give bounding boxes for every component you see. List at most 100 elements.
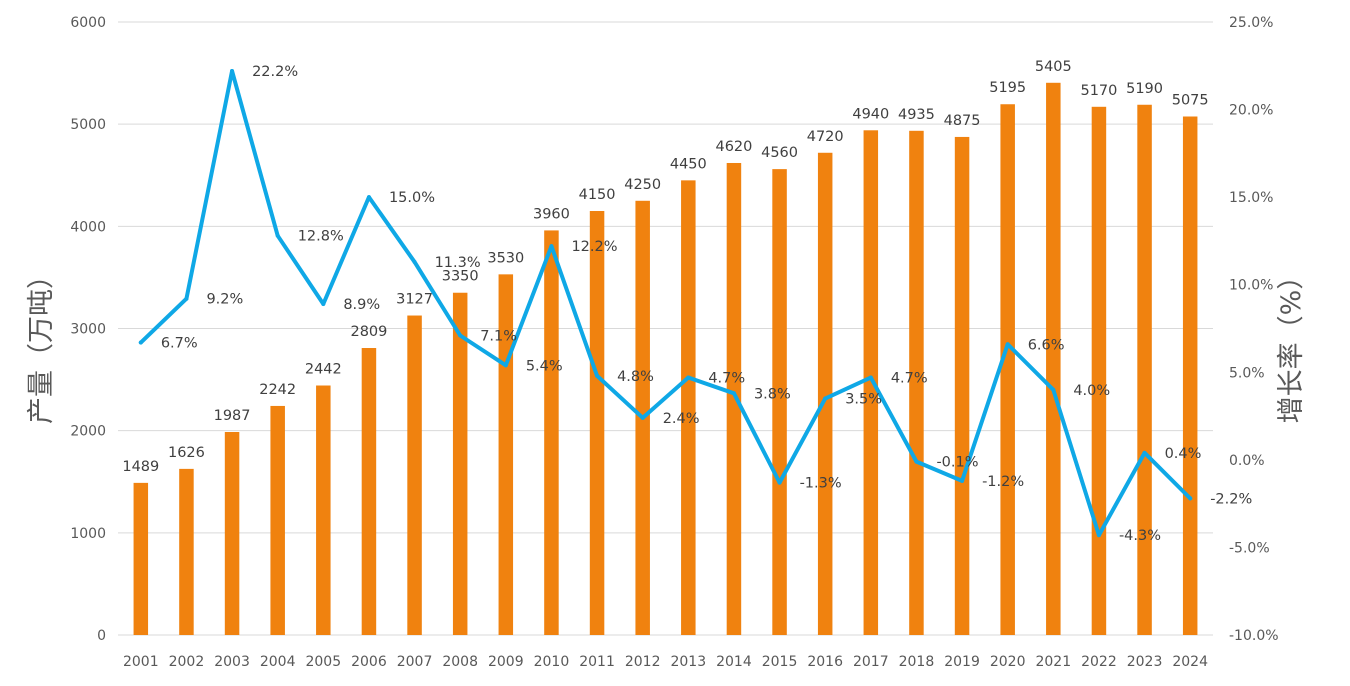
- x-tick-label: 2003: [214, 654, 250, 670]
- left-tick-label: 6000: [70, 15, 106, 31]
- growth-rate-point: [1096, 533, 1101, 538]
- x-tick-label: 2004: [260, 654, 296, 670]
- growth-rate-point: [868, 375, 873, 380]
- x-tick-label: 2012: [625, 654, 661, 670]
- growth-rate-point: [138, 340, 143, 345]
- bar-value-label: 3350: [442, 269, 479, 285]
- growth-rate-label: 12.2%: [571, 239, 617, 255]
- bar-value-label: 1489: [122, 459, 159, 475]
- right-tick-label: 25.0%: [1229, 15, 1273, 31]
- x-tick-label: 2005: [305, 654, 341, 670]
- x-tick-label: 2018: [899, 654, 935, 670]
- x-tick-label: 2016: [807, 654, 843, 670]
- bar-value-label: 3960: [533, 206, 570, 222]
- growth-rate-label: -4.3%: [1119, 528, 1161, 544]
- right-tick-label: -5.0%: [1229, 540, 1270, 556]
- x-tick-label: 2017: [853, 654, 889, 670]
- growth-rate-point: [275, 233, 280, 238]
- growth-rate-polyline: [138, 69, 1193, 538]
- growth-rate-point: [230, 69, 235, 74]
- production-bar: [544, 230, 559, 636]
- bar-value-label: 4450: [670, 156, 707, 172]
- bar-value-label: 2809: [350, 324, 387, 340]
- growth-rate-point: [321, 301, 326, 306]
- bar-value-label: 1987: [214, 408, 251, 424]
- bar-value-label: 4150: [579, 187, 616, 203]
- growth-rate-label: 3.5%: [845, 392, 882, 408]
- growth-rate-label: 9.2%: [206, 292, 243, 308]
- line-data-labels: 6.7% 9.2% 22.2% 12.8% 8.9% 15.0% 11.3% 7.1% 5.4%…: [161, 64, 1252, 544]
- left-tick-label: 3000: [70, 322, 106, 338]
- growth-rate-label: 7.1%: [480, 329, 517, 345]
- growth-rate-point: [549, 244, 554, 249]
- growth-rate-label: 11.3%: [435, 255, 481, 271]
- growth-rate-point: [777, 480, 782, 485]
- left-tick-label: 4000: [70, 219, 106, 235]
- production-bar: [316, 385, 331, 635]
- production-bar: [589, 211, 605, 635]
- bar-value-label: 4935: [898, 107, 935, 123]
- growth-rate-label: 4.8%: [617, 369, 654, 385]
- bar-value-label: 2442: [305, 362, 342, 378]
- production-bar: [817, 152, 833, 636]
- bar-value-label: 4250: [624, 177, 661, 193]
- x-tick-label: 2014: [716, 654, 752, 670]
- growth-rate-label: 8.9%: [343, 297, 380, 313]
- growth-rate-point: [1051, 387, 1056, 392]
- bar-value-label: 5195: [989, 80, 1026, 96]
- production-bar: [133, 482, 149, 635]
- x-tick-label: 2024: [1172, 654, 1208, 670]
- production-bar: [452, 292, 468, 635]
- bar-value-label: 2242: [259, 382, 296, 398]
- x-tick-label: 2002: [169, 654, 205, 670]
- growth-rate-line: [138, 69, 1193, 538]
- bar-value-label: 4560: [761, 145, 798, 161]
- bar-value-label: 5405: [1035, 59, 1072, 75]
- production-bar: [1091, 106, 1107, 635]
- growth-rate-point: [458, 333, 463, 338]
- left-tick-label: 5000: [70, 117, 106, 133]
- growth-rate-label: 4.0%: [1073, 383, 1110, 399]
- growth-rate-point: [731, 391, 736, 396]
- bar-value-label: 4620: [715, 139, 752, 155]
- bar-value-label: 3530: [487, 250, 524, 266]
- production-bar: [361, 348, 377, 635]
- bar-value-label: 5170: [1080, 83, 1117, 99]
- growth-rate-point: [823, 396, 828, 401]
- bar-value-label: 3127: [396, 292, 433, 308]
- growth-rate-point: [960, 478, 965, 483]
- production-bar: [1046, 82, 1061, 635]
- right-axis-ticks: -10.0% -5.0% 0.0% 5.0% 10.0% 15.0% 20.0% 25.0%: [1229, 15, 1279, 644]
- x-tick-label: 2006: [351, 654, 387, 670]
- growth-rate-point: [1142, 450, 1147, 455]
- growth-rate-point: [914, 459, 919, 464]
- left-tick-label: 2000: [70, 424, 106, 440]
- left-axis-ticks: 0 1000 2000 3000 4000 5000 6000: [70, 15, 106, 644]
- growth-rate-label: 15.0%: [389, 190, 435, 206]
- growth-rate-point: [1005, 342, 1010, 347]
- production-bar: [407, 315, 422, 635]
- production-bar: [1000, 104, 1015, 636]
- x-tick-label: 2019: [944, 654, 980, 670]
- growth-rate-label: 4.7%: [708, 371, 745, 387]
- production-bar: [179, 468, 194, 635]
- growth-rate-label: -2.2%: [1210, 491, 1252, 507]
- left-tick-label: 1000: [70, 526, 106, 542]
- gridlines: [118, 21, 1213, 636]
- growth-rate-label: 6.7%: [161, 336, 198, 352]
- x-tick-label: 2021: [1035, 654, 1071, 670]
- growth-rate-label: 2.4%: [663, 411, 700, 427]
- growth-rate-point: [595, 373, 600, 378]
- left-tick-label: 0: [97, 628, 106, 644]
- growth-rate-label: 4.7%: [891, 371, 928, 387]
- growth-rate-point: [366, 195, 371, 200]
- x-tick-label: 2008: [442, 654, 478, 670]
- x-tick-label: 2020: [990, 654, 1026, 670]
- growth-rate-label: 5.4%: [526, 358, 563, 374]
- production-bar: [772, 169, 787, 635]
- right-tick-label: 5.0%: [1229, 365, 1265, 381]
- growth-rate-label: 3.8%: [754, 386, 791, 402]
- growth-rate-point: [503, 363, 508, 368]
- growth-rate-label: -0.1%: [936, 455, 978, 471]
